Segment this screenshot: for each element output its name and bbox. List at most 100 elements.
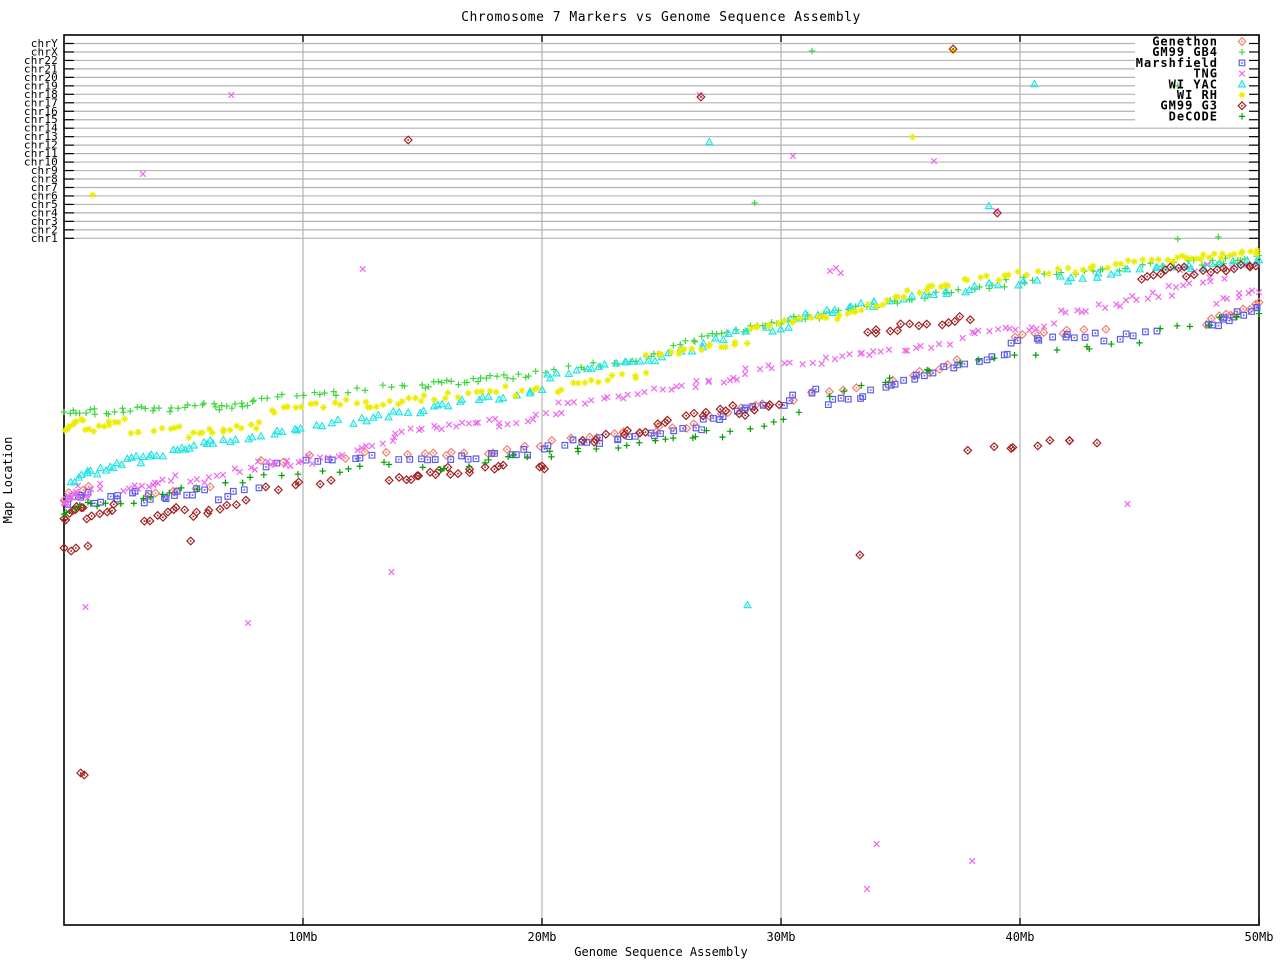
data-point bbox=[1092, 273, 1102, 281]
data-point bbox=[362, 442, 370, 450]
data-point bbox=[358, 444, 366, 452]
data-point bbox=[244, 619, 252, 627]
data-point bbox=[818, 360, 825, 367]
data-point bbox=[231, 435, 240, 443]
data-point bbox=[780, 317, 788, 324]
data-point bbox=[731, 338, 739, 346]
data-point bbox=[832, 264, 840, 272]
data-point bbox=[493, 461, 504, 471]
data-point bbox=[168, 445, 178, 453]
data-point-dot bbox=[387, 417, 390, 419]
data-point bbox=[218, 435, 228, 444]
data-point bbox=[1233, 308, 1241, 316]
data-point-dot bbox=[911, 296, 913, 298]
data-point bbox=[186, 536, 196, 546]
data-point-dot bbox=[913, 378, 916, 380]
data-point bbox=[742, 365, 749, 372]
data-point-dot bbox=[143, 520, 146, 522]
data-point bbox=[87, 500, 94, 507]
data-point-dot bbox=[195, 511, 198, 513]
data-point bbox=[1248, 287, 1256, 294]
data-point bbox=[662, 435, 669, 443]
data-point bbox=[831, 355, 839, 363]
data-point bbox=[1165, 282, 1172, 290]
data-point bbox=[96, 463, 105, 472]
data-point bbox=[535, 441, 545, 451]
data-point-dot bbox=[493, 452, 496, 455]
data-point bbox=[1082, 308, 1089, 315]
data-point bbox=[1101, 304, 1109, 311]
data-point bbox=[1053, 346, 1061, 354]
legend-item: GM99 GB4 bbox=[1152, 45, 1246, 59]
data-point bbox=[625, 433, 633, 441]
data-point-dot bbox=[420, 458, 423, 460]
data-point bbox=[650, 432, 658, 440]
data-point bbox=[596, 440, 604, 447]
data-point-dot bbox=[149, 520, 151, 522]
data-point-dot bbox=[337, 420, 339, 422]
x-tick-label: 50Mb bbox=[1245, 930, 1274, 944]
data-point bbox=[1230, 250, 1238, 258]
data-point-dot bbox=[450, 451, 453, 454]
data-point-dot bbox=[245, 499, 247, 501]
data-point bbox=[95, 422, 103, 430]
data-point bbox=[781, 360, 788, 367]
data-point-dot bbox=[724, 410, 727, 412]
data-point bbox=[193, 476, 201, 483]
data-point bbox=[786, 359, 793, 366]
data-point bbox=[937, 320, 947, 330]
data-point-dot bbox=[889, 330, 892, 332]
data-point bbox=[1242, 255, 1252, 264]
data-point bbox=[305, 453, 312, 460]
data-point-dot bbox=[551, 439, 553, 442]
data-point bbox=[260, 471, 267, 479]
data-point-dot bbox=[106, 511, 109, 513]
data-point bbox=[594, 378, 602, 386]
data-point-dot bbox=[811, 392, 813, 394]
data-point bbox=[807, 314, 815, 322]
data-point-dot bbox=[644, 431, 647, 433]
data-point bbox=[711, 333, 720, 342]
data-point bbox=[62, 509, 70, 516]
data-point bbox=[728, 400, 738, 411]
data-point bbox=[1040, 323, 1048, 330]
data-point bbox=[642, 369, 650, 377]
data-point-dot bbox=[753, 409, 756, 411]
data-point bbox=[89, 191, 97, 199]
data-point bbox=[293, 392, 301, 400]
data-point bbox=[837, 269, 844, 277]
data-point bbox=[1182, 254, 1190, 262]
data-point-dot bbox=[354, 457, 357, 460]
data-point bbox=[989, 442, 999, 452]
data-point bbox=[283, 457, 291, 464]
data-point bbox=[67, 410, 74, 417]
data-point bbox=[101, 465, 111, 474]
data-point bbox=[224, 493, 232, 500]
data-point bbox=[858, 382, 865, 389]
data-point bbox=[634, 390, 641, 398]
data-point-dot bbox=[654, 361, 656, 363]
data-point bbox=[239, 403, 246, 410]
data-point bbox=[1091, 329, 1099, 337]
data-point bbox=[659, 386, 667, 393]
data-point bbox=[984, 278, 994, 287]
chromosome-label: chr20 bbox=[24, 71, 58, 84]
data-point bbox=[984, 201, 994, 210]
data-point-dot bbox=[1036, 337, 1039, 340]
data-point-dot bbox=[942, 365, 945, 368]
data-point bbox=[1019, 276, 1028, 285]
data-point bbox=[140, 499, 148, 507]
data-point bbox=[864, 300, 872, 308]
data-point-dot bbox=[299, 428, 302, 430]
data-point-dot bbox=[392, 411, 395, 413]
data-point bbox=[570, 398, 578, 406]
data-point bbox=[1236, 289, 1243, 297]
data-point bbox=[357, 413, 367, 422]
data-point-dot bbox=[1119, 338, 1122, 341]
data-point bbox=[166, 408, 174, 415]
data-point bbox=[1237, 79, 1247, 88]
series-decode bbox=[60, 310, 1263, 518]
data-point-dot bbox=[628, 435, 630, 438]
data-point bbox=[453, 468, 463, 479]
data-point-dot bbox=[918, 324, 920, 327]
